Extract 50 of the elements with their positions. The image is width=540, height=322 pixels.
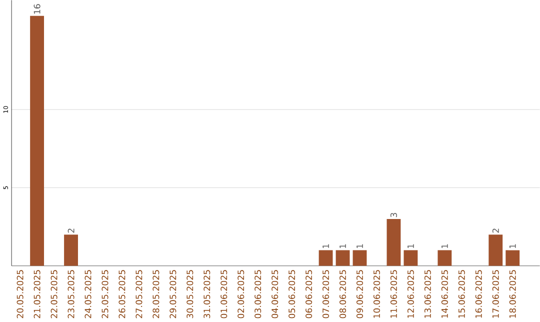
x-tick-label: 04.06.2025 <box>272 270 278 318</box>
data-label: 1 <box>509 244 516 248</box>
bar <box>506 250 520 266</box>
x-tick-label: 03.06.2025 <box>254 270 262 318</box>
data-label: 1 <box>322 244 329 248</box>
x-tick-label: 15.06.2025 <box>458 270 465 318</box>
x-tick-label: 08.06.2025 <box>340 270 346 318</box>
data-label: 1 <box>340 244 346 248</box>
x-tick-label: 14.06.2025 <box>441 270 448 318</box>
x-tick-label: 24.05.2025 <box>84 270 92 318</box>
x-tick-label: 18.06.2025 <box>509 270 516 318</box>
x-tick-label: 07.06.2025 <box>322 270 330 318</box>
bar <box>386 218 401 266</box>
x-tick-label: 30.05.2025 <box>186 270 194 318</box>
x-tick-label: 28.05.2025 <box>152 270 160 318</box>
bar <box>64 234 78 266</box>
x-tick-label: 10.06.2025 <box>373 270 380 318</box>
data-label: 3 <box>390 212 397 218</box>
x-tick-label: 02.06.2025 <box>238 270 244 318</box>
x-tick-label: 17.06.2025 <box>492 270 499 318</box>
x-tick-label: 27.05.2025 <box>136 270 142 318</box>
x-tick-label: 06.06.2025 <box>306 270 312 318</box>
x-tick-label: 26.05.2025 <box>118 270 126 318</box>
x-tick-label: 20.05.2025 <box>16 270 24 318</box>
x-tick-label: 11.06.2025 <box>390 270 397 318</box>
data-label: 1 <box>408 244 414 248</box>
x-tick-label: 31.05.2025 <box>204 270 210 318</box>
x-tick-label: 23.05.2025 <box>68 270 74 318</box>
bar <box>404 250 418 266</box>
x-tick-label: 22.05.2025 <box>50 270 58 318</box>
data-label: 1 <box>442 244 448 248</box>
x-tick-label: 09.06.2025 <box>356 270 364 318</box>
data-label: 1 <box>356 244 363 248</box>
data-label: 2 <box>492 228 499 233</box>
x-tick-label: 01.06.2025 <box>220 270 228 318</box>
x-tick-label: 25.05.2025 <box>102 270 108 318</box>
x-tick-label: 21.05.2025 <box>34 270 40 318</box>
bar <box>352 250 367 266</box>
x-tick-label: 13.06.2025 <box>424 270 431 318</box>
data-label: 16 <box>34 4 40 14</box>
bar <box>438 250 452 266</box>
x-tick-label: 12.06.2025 <box>407 270 414 318</box>
x-tick-label: 29.05.2025 <box>170 270 176 318</box>
data-label: 2 <box>68 228 74 233</box>
x-tick-label: 16.06.2025 <box>475 270 482 318</box>
bar <box>336 250 350 266</box>
bar <box>318 250 333 266</box>
bar <box>30 16 44 266</box>
x-tick-label: 05.06.2025 <box>288 270 296 318</box>
bar <box>488 234 503 266</box>
